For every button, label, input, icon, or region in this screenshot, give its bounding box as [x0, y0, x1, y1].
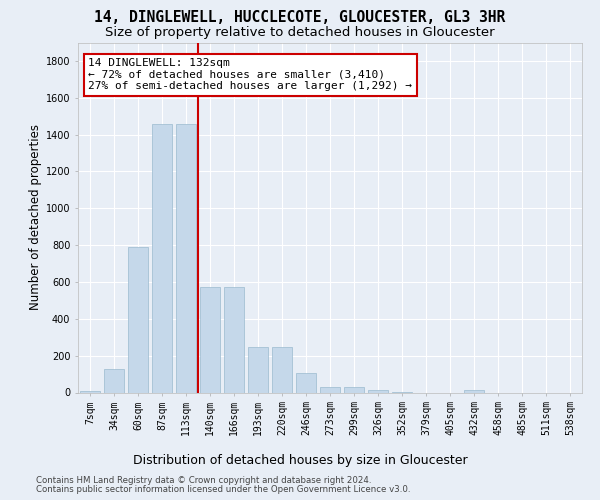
Text: Size of property relative to detached houses in Gloucester: Size of property relative to detached ho… — [105, 26, 495, 39]
Y-axis label: Number of detached properties: Number of detached properties — [29, 124, 41, 310]
Bar — [80, 390, 100, 392]
Bar — [104, 368, 124, 392]
Bar — [368, 390, 388, 392]
Text: 14, DINGLEWELL, HUCCLECOTE, GLOUCESTER, GL3 3HR: 14, DINGLEWELL, HUCCLECOTE, GLOUCESTER, … — [94, 10, 506, 25]
Bar — [128, 247, 148, 392]
Bar — [296, 373, 316, 392]
Text: 14 DINGLEWELL: 132sqm
← 72% of detached houses are smaller (3,410)
27% of semi-d: 14 DINGLEWELL: 132sqm ← 72% of detached … — [88, 58, 412, 92]
Bar — [224, 286, 244, 393]
Bar — [272, 348, 292, 393]
Bar — [344, 387, 364, 392]
Text: Distribution of detached houses by size in Gloucester: Distribution of detached houses by size … — [133, 454, 467, 467]
Bar — [152, 124, 172, 392]
Bar — [200, 286, 220, 393]
Bar — [248, 348, 268, 393]
Bar — [176, 124, 196, 392]
Bar — [464, 390, 484, 392]
Text: Contains HM Land Registry data © Crown copyright and database right 2024.: Contains HM Land Registry data © Crown c… — [36, 476, 371, 485]
Bar — [320, 387, 340, 392]
Text: Contains public sector information licensed under the Open Government Licence v3: Contains public sector information licen… — [36, 485, 410, 494]
